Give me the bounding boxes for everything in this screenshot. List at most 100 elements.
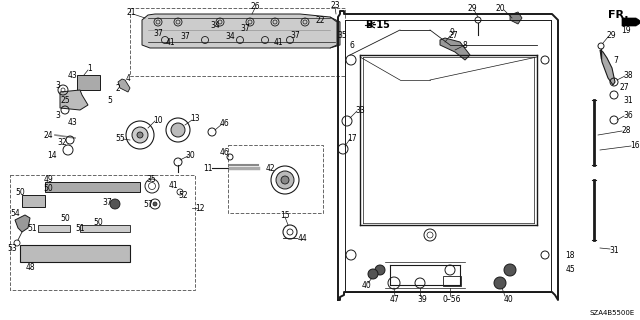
Text: 37: 37: [290, 30, 300, 39]
Text: 39: 39: [417, 295, 427, 305]
Text: FR.: FR.: [608, 10, 628, 20]
Text: 11: 11: [204, 164, 212, 172]
Text: 40: 40: [503, 295, 513, 305]
Text: 14: 14: [47, 150, 57, 159]
Text: 8: 8: [463, 41, 467, 50]
Circle shape: [153, 202, 157, 206]
Text: 19: 19: [621, 26, 631, 35]
Text: 25: 25: [60, 95, 70, 105]
Polygon shape: [60, 90, 88, 110]
Text: 31: 31: [623, 95, 633, 105]
Text: 51: 51: [75, 223, 85, 233]
Text: 57: 57: [143, 199, 153, 209]
Text: 27: 27: [448, 30, 458, 39]
Text: 37: 37: [102, 197, 112, 206]
Text: 32: 32: [57, 138, 67, 147]
Text: 22: 22: [316, 15, 324, 25]
Polygon shape: [45, 182, 140, 192]
Text: 23: 23: [330, 1, 340, 10]
Text: 50: 50: [60, 213, 70, 222]
Text: B-15: B-15: [365, 20, 390, 30]
Text: 10: 10: [153, 116, 163, 124]
Text: 48: 48: [25, 263, 35, 273]
Text: 4: 4: [125, 74, 131, 83]
Text: 37: 37: [240, 23, 250, 33]
Text: 34: 34: [225, 31, 235, 41]
Text: 34: 34: [210, 20, 220, 29]
Text: 3: 3: [56, 81, 60, 90]
Text: 18: 18: [565, 251, 575, 260]
Text: 12: 12: [195, 204, 205, 212]
Bar: [228, 145, 323, 213]
Bar: [130, 8, 345, 76]
Polygon shape: [330, 17, 340, 48]
Text: 37: 37: [153, 28, 163, 37]
Text: 30: 30: [185, 150, 195, 159]
Text: 50: 50: [43, 183, 53, 193]
Text: 54: 54: [10, 209, 20, 218]
Circle shape: [171, 123, 185, 137]
Text: 3: 3: [56, 110, 60, 119]
Text: 0–56: 0–56: [443, 295, 461, 305]
Text: 41: 41: [165, 37, 175, 46]
Text: 42: 42: [265, 164, 275, 172]
Polygon shape: [20, 245, 130, 262]
Text: 52: 52: [178, 190, 188, 199]
Text: 7: 7: [614, 55, 618, 65]
Text: 46: 46: [219, 148, 229, 156]
Text: 44: 44: [298, 234, 308, 243]
Text: 2: 2: [116, 84, 120, 92]
Text: 16: 16: [630, 140, 640, 149]
Text: 35: 35: [337, 30, 347, 39]
Text: 50: 50: [15, 188, 25, 196]
Polygon shape: [600, 50, 615, 85]
Polygon shape: [80, 225, 130, 232]
Text: 51: 51: [27, 223, 37, 233]
Text: 26: 26: [250, 2, 260, 11]
Text: 5: 5: [108, 95, 113, 105]
Text: 43: 43: [67, 117, 77, 126]
Polygon shape: [440, 38, 470, 60]
Polygon shape: [15, 215, 30, 232]
Text: 33: 33: [355, 106, 365, 115]
Circle shape: [276, 171, 294, 189]
Text: 15: 15: [280, 211, 290, 220]
Text: 28: 28: [621, 125, 631, 134]
Text: SZA4B5500E: SZA4B5500E: [589, 310, 635, 316]
Text: 43: 43: [67, 70, 77, 79]
Circle shape: [375, 265, 385, 275]
Polygon shape: [22, 195, 45, 207]
Text: 41: 41: [273, 37, 283, 46]
Text: 31: 31: [609, 245, 619, 254]
Text: 40: 40: [362, 281, 372, 290]
Circle shape: [132, 127, 148, 143]
Polygon shape: [142, 14, 337, 48]
Text: 29: 29: [467, 4, 477, 12]
Text: 27: 27: [619, 83, 629, 92]
Circle shape: [137, 132, 143, 138]
Circle shape: [281, 176, 289, 184]
Text: 21: 21: [126, 7, 136, 17]
Polygon shape: [77, 75, 100, 90]
Text: 35: 35: [146, 174, 156, 183]
Bar: [443, 276, 461, 286]
Text: 36: 36: [623, 110, 633, 119]
Text: 1: 1: [88, 63, 92, 73]
Text: 55: 55: [115, 133, 125, 142]
FancyArrow shape: [622, 18, 640, 26]
Circle shape: [368, 269, 378, 279]
Text: 49: 49: [43, 174, 53, 183]
Text: 29: 29: [606, 30, 616, 39]
Text: 53: 53: [7, 244, 17, 252]
Text: 24: 24: [43, 131, 53, 140]
Polygon shape: [118, 79, 130, 92]
Text: 47: 47: [390, 295, 400, 305]
Text: 17: 17: [347, 133, 357, 142]
Text: 6: 6: [349, 41, 355, 50]
Text: 13: 13: [190, 114, 200, 123]
Text: 41: 41: [168, 180, 178, 189]
Text: 50: 50: [93, 218, 103, 227]
Text: 37: 37: [180, 31, 190, 41]
Text: 45: 45: [565, 266, 575, 275]
Text: 38: 38: [623, 70, 633, 79]
